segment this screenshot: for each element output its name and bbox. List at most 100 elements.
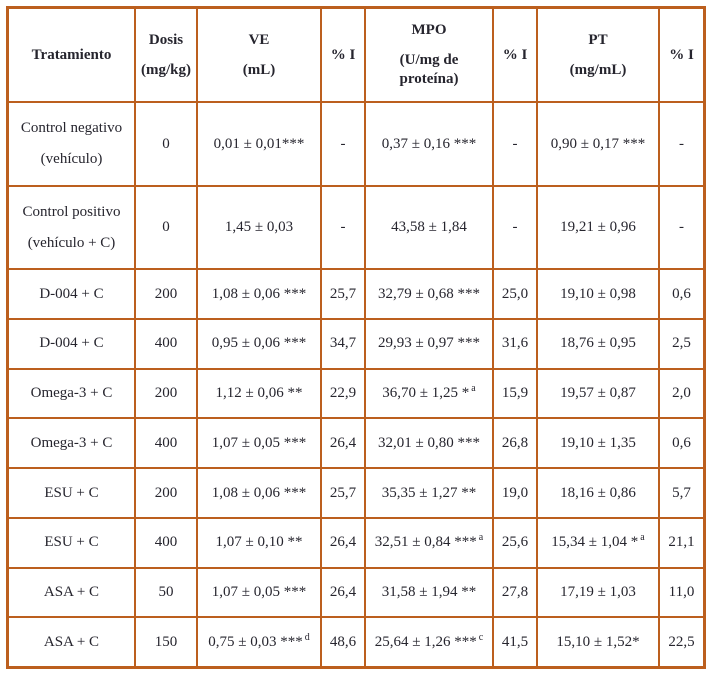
mpo-inhibition-cell: 26,8 [494, 419, 536, 467]
significance-superscript: a [478, 532, 484, 544]
treatment-name: D-004 + C [39, 285, 104, 302]
dose-cell: 400 [136, 319, 196, 368]
mpo-value-cell: 32,01 ± 0,80 *** [366, 419, 492, 467]
ve-value-cell: 0,95 ± 0,06 *** [198, 319, 320, 368]
treatment-name: ASA + C [43, 584, 100, 600]
pt-value-cell: 19,21 ± 0,96 [538, 187, 658, 268]
dose-cell: 200 [136, 469, 196, 517]
pt-inhibition-cell: - [660, 103, 703, 185]
pt-value-cell: 19,10 ± 1,35 [538, 419, 658, 467]
pt-value: 15,34 ± 1,04 * a [551, 532, 645, 551]
mpo-value-cell: 35,35 ± 1,27 ** [366, 469, 492, 517]
dose-cell: 0 [136, 103, 196, 185]
mpo-value-cell: 32,79 ± 0,68 *** [366, 270, 492, 318]
ve-value-cell: 1,07 ± 0,10 ** [198, 518, 320, 567]
pt-value-cell: 0,90 ± 0,17 *** [538, 103, 658, 185]
ve-inhibition-cell: 26,4 [322, 419, 364, 467]
treatment-cell: D-004 + C [9, 319, 134, 368]
mpo-inhibition-cell: 25,0 [494, 270, 536, 318]
ve-value-cell: 1,07 ± 0,05 *** [198, 568, 320, 617]
treatment-cell: D-004 + C [9, 270, 134, 318]
ve-value-cell: 1,12 ± 0,06 ** [198, 369, 320, 418]
ve-value-cell: 1,08 ± 0,06 *** [198, 469, 320, 517]
column-header-cell: MPO (U/mg de proteína) [366, 9, 492, 101]
treatment-name: ESU + C [44, 534, 99, 551]
pt-value: 18,76 ± 0,95 [560, 335, 636, 352]
pt-value-cell: 15,34 ± 1,04 * a [538, 518, 658, 567]
pt-inhibition-cell: - [660, 187, 703, 268]
treatment-name: Omega-3 + C [30, 385, 113, 401]
pt-value: 19,10 ± 0,98 [560, 285, 636, 302]
column-header-cell: PT (mg/mL) [538, 9, 658, 101]
treatment-cell: ESU + C [9, 469, 134, 517]
mpo-inhibition-cell: 31,6 [494, 319, 536, 368]
ve-value: 1,08 ± 0,06 *** [211, 484, 307, 501]
ve-inhibition-cell: 22,9 [322, 369, 364, 418]
treatment-name: D-004 + C [39, 335, 104, 352]
treatment-vehicle-note: (vehículo + C) [27, 234, 116, 251]
treatment-name: Control positivo [22, 203, 121, 220]
pt-inhibition-cell: 21,1 [660, 518, 703, 567]
treatment-name: ESU + C [44, 484, 99, 501]
pt-value: 17,19 ± 1,03 [560, 584, 636, 600]
pt-value-cell: 15,10 ± 1,52* [538, 618, 658, 666]
mpo-value: 0,37 ± 0,16 *** [381, 135, 477, 152]
treatment-cell: Control negativo (vehículo) [9, 103, 134, 185]
results-table: Tratamiento Dosis (mg/kg) VE (mL) % I MP… [6, 6, 706, 669]
ve-inhibition-cell: - [322, 103, 364, 185]
mpo-value: 35,35 ± 1,27 ** [381, 484, 477, 501]
mpo-value-cell: 32,51 ± 0,84 *** a [366, 518, 492, 567]
pt-value-cell: 17,19 ± 1,03 [538, 568, 658, 617]
column-header-title: PT [588, 31, 608, 48]
pt-value-cell: 19,10 ± 0,98 [538, 270, 658, 318]
column-header-unit: (mg/mL) [569, 61, 627, 78]
treatment-cell: ESU + C [9, 518, 134, 567]
mpo-inhibition-cell: 15,9 [494, 369, 536, 418]
significance-superscript: c [478, 631, 484, 643]
treatment-name: ASA + C [43, 633, 100, 650]
ve-inhibition-cell: 34,7 [322, 319, 364, 368]
mpo-value-cell: 29,93 ± 0,97 *** [366, 319, 492, 368]
ve-value: 0,95 ± 0,06 *** [211, 335, 307, 352]
dose-cell: 200 [136, 270, 196, 318]
pt-value-cell: 18,76 ± 0,95 [538, 319, 658, 368]
pt-inhibition-cell: 0,6 [660, 419, 703, 467]
mpo-inhibition-cell: 41,5 [494, 618, 536, 666]
column-header-cell: % I [660, 9, 703, 101]
pt-inhibition-cell: 2,0 [660, 369, 703, 418]
ve-inhibition-cell: 25,7 [322, 270, 364, 318]
column-header-unit: (mL) [242, 61, 276, 78]
mpo-inhibition-cell: - [494, 187, 536, 268]
significance-superscript: d [304, 631, 310, 643]
column-header-title: % I [330, 46, 356, 63]
pt-value: 15,10 ± 1,52* [556, 633, 640, 650]
pt-value: 19,57 ± 0,87 [560, 385, 636, 401]
ve-value-cell: 1,08 ± 0,06 *** [198, 270, 320, 318]
ve-inhibition-cell: 48,6 [322, 618, 364, 666]
mpo-value-cell: 31,58 ± 1,94 ** [366, 568, 492, 617]
column-header-title: VE [248, 31, 270, 48]
treatment-cell: Omega-3 + C [9, 369, 134, 418]
column-header-title: % I [669, 46, 694, 63]
mpo-value: 29,93 ± 0,97 *** [378, 335, 480, 352]
dose-cell: 400 [136, 419, 196, 467]
pt-inhibition-cell: 2,5 [660, 319, 703, 368]
ve-inhibition-cell: 26,4 [322, 518, 364, 567]
dose-cell: 400 [136, 518, 196, 567]
mpo-value: 36,70 ± 1,25 * a [382, 383, 476, 402]
ve-value: 0,01 ± 0,01*** [213, 135, 305, 152]
ve-value: 1,07 ± 0,10 ** [215, 534, 303, 551]
pt-inhibition-cell: 0,6 [660, 270, 703, 318]
ve-value-cell: 1,07 ± 0,05 *** [198, 419, 320, 467]
column-header-cell: Tratamiento [9, 9, 134, 101]
pt-value: 19,21 ± 0,96 [560, 219, 636, 236]
ve-value-cell: 0,75 ± 0,03 *** d [198, 618, 320, 666]
ve-value: 1,45 ± 0,03 [224, 219, 294, 236]
mpo-value: 32,01 ± 0,80 *** [378, 434, 480, 451]
column-header-unit: (U/mg de proteína) [399, 52, 459, 87]
column-header-title: Dosis [148, 31, 184, 48]
column-header-title: Tratamiento [31, 46, 112, 63]
ve-value: 1,12 ± 0,06 ** [215, 385, 303, 401]
pt-inhibition-cell: 22,5 [660, 618, 703, 666]
